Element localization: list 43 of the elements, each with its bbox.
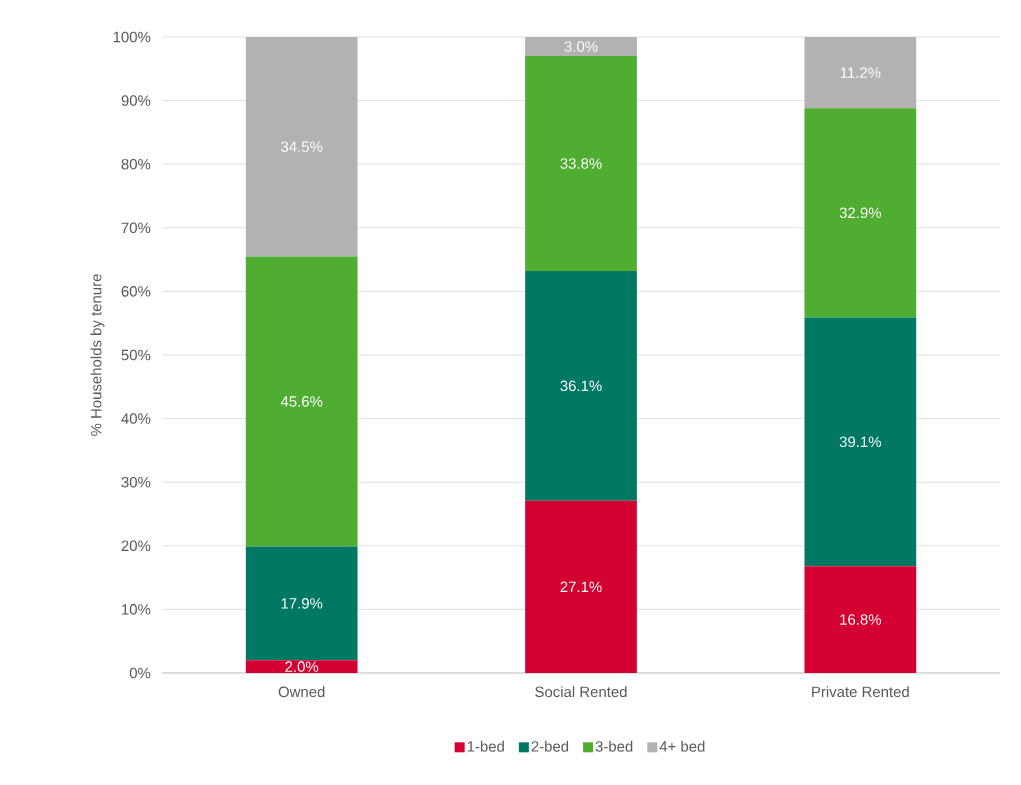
y-tick-label: 80% xyxy=(121,158,151,170)
data-label: 36.1% xyxy=(560,380,602,392)
x-tick-label: Private Rented xyxy=(812,686,909,698)
y-axis-title: % Households by tenure xyxy=(90,274,105,436)
y-tick-label: 30% xyxy=(121,476,151,488)
legend-label: 3-bed xyxy=(595,740,633,752)
data-label: 33.8% xyxy=(560,158,602,169)
bar xyxy=(804,317,917,567)
y-tick-label: 90% xyxy=(121,95,151,106)
y-tick-label: 10% xyxy=(122,604,151,615)
data-label: 45.6% xyxy=(280,396,323,407)
x-tick-label: Social Rented xyxy=(535,686,627,698)
legend-label: 1-bed xyxy=(467,740,504,752)
legend-label: 4+ bed xyxy=(659,740,705,752)
bar xyxy=(245,546,358,661)
data-label: 3.0% xyxy=(564,41,598,52)
data-label: 17.9% xyxy=(281,598,323,609)
y-tick-label: 40% xyxy=(121,413,151,424)
y-tick-label: 100% xyxy=(113,31,151,43)
y-tick-label: 20% xyxy=(121,540,151,552)
bar xyxy=(525,500,637,673)
bar xyxy=(525,271,637,501)
y-tick-label: 70% xyxy=(121,222,151,234)
bar xyxy=(245,36,358,257)
y-tick-label: 0% xyxy=(129,667,151,679)
data-label: 11.2% xyxy=(840,67,881,78)
x-tick-label: Owned xyxy=(278,686,325,698)
legend-label: 2-bed xyxy=(531,740,569,752)
data-label: 27.1% xyxy=(560,581,602,593)
data-label: 34.5% xyxy=(281,141,323,152)
y-tick-label: 50% xyxy=(121,349,151,361)
data-label: 39.1% xyxy=(839,436,881,448)
y-tick-label: 60% xyxy=(121,286,151,297)
bar xyxy=(804,566,917,673)
data-label: 2.0% xyxy=(285,661,319,672)
bar xyxy=(245,660,358,673)
bar xyxy=(804,108,917,318)
bar xyxy=(525,56,637,272)
bar xyxy=(525,36,637,57)
data-label: 16.8% xyxy=(840,614,881,625)
bar xyxy=(245,256,358,547)
data-label: 32.9% xyxy=(839,207,881,219)
bar xyxy=(804,36,917,109)
